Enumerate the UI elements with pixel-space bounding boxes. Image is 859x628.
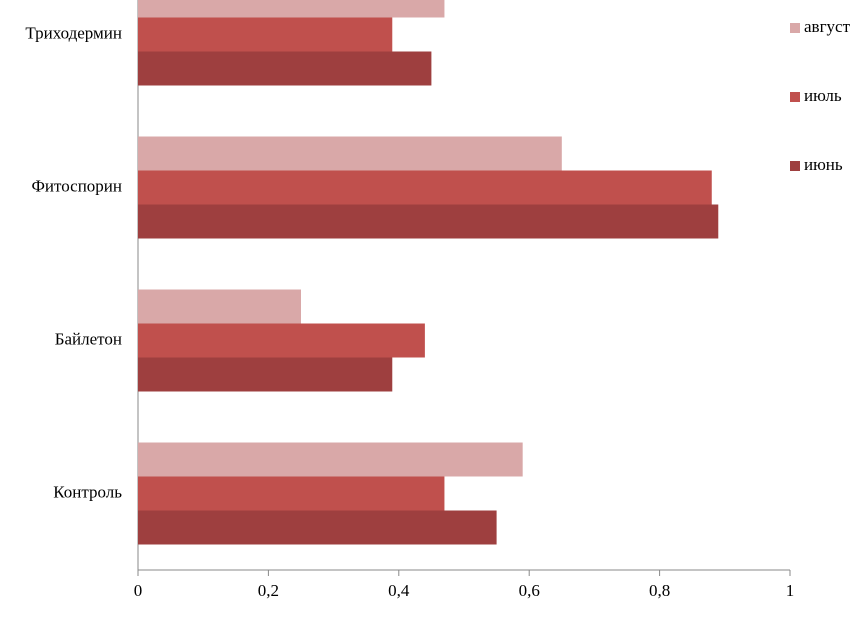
legend-label: июнь xyxy=(804,155,843,174)
y-tick-label: Контроль xyxy=(53,482,122,501)
bar xyxy=(138,51,432,86)
legend-swatch xyxy=(790,161,800,171)
x-tick-label: 1 xyxy=(786,581,795,600)
y-tick-label: Фитоспорин xyxy=(32,176,123,195)
bar xyxy=(138,289,301,324)
x-tick-label: 0,8 xyxy=(649,581,670,600)
legend-label: август xyxy=(804,17,851,36)
bar xyxy=(138,170,712,205)
x-tick-label: 0,6 xyxy=(519,581,540,600)
legend-swatch xyxy=(790,92,800,102)
bar xyxy=(138,442,523,477)
legend-label: июль xyxy=(804,86,842,105)
bar xyxy=(138,323,425,358)
y-tick-label: Байлетон xyxy=(55,329,122,348)
x-tick-label: 0,2 xyxy=(258,581,279,600)
bar xyxy=(138,0,445,18)
legend-swatch xyxy=(790,23,800,33)
x-tick-label: 0 xyxy=(134,581,143,600)
y-tick-label: Триходермин xyxy=(25,23,122,42)
bar xyxy=(138,357,393,392)
bar xyxy=(138,510,497,545)
bar xyxy=(138,476,445,511)
bar xyxy=(138,17,393,52)
x-tick-label: 0,4 xyxy=(388,581,410,600)
bar xyxy=(138,204,719,239)
bar xyxy=(138,136,562,171)
